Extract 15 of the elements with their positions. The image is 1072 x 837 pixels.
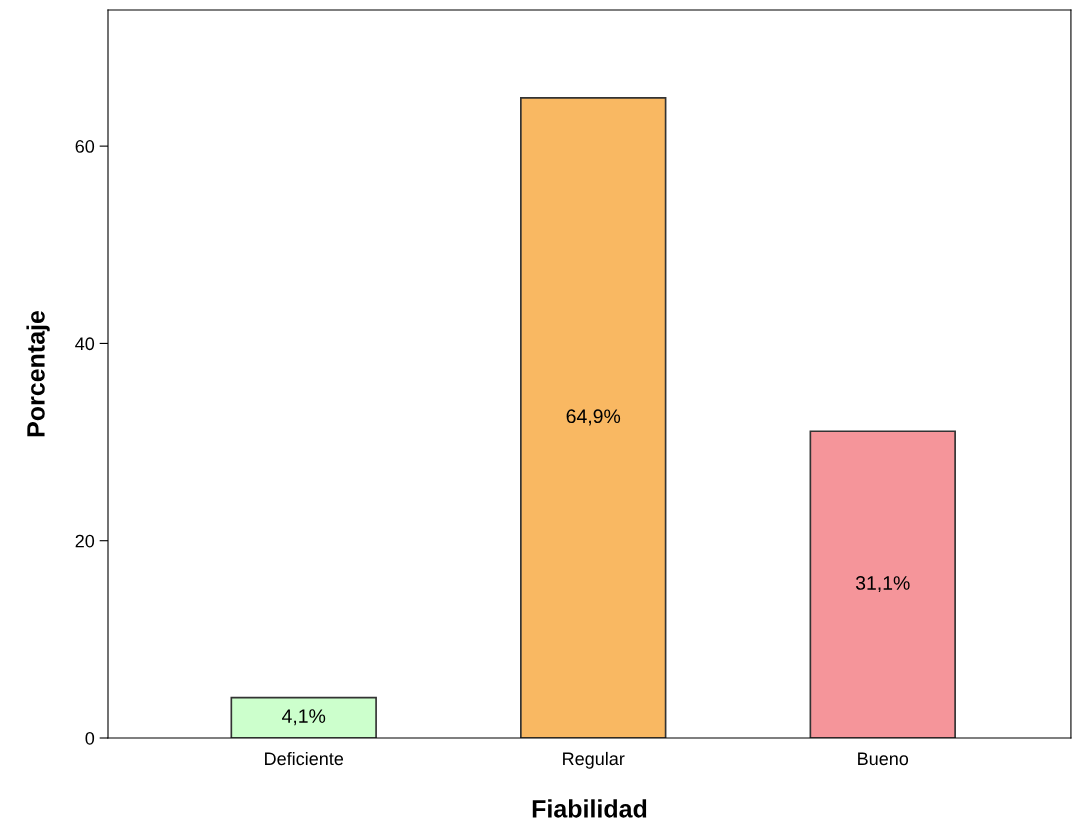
bar: [230, 696, 377, 738]
y-tick-label: 60: [75, 140, 95, 153]
y-axis-title: Porcentaje: [26, 310, 50, 437]
data-label: 4,1%: [282, 709, 326, 726]
bar: [809, 430, 956, 738]
data-label: 31,1%: [855, 576, 910, 593]
x-tick-label: Regular: [563, 751, 625, 769]
x-tick-label: Deficiente: [265, 751, 344, 766]
data-label: 64,9%: [566, 409, 621, 426]
bar: [520, 96, 667, 738]
y-tick-label: 0: [85, 731, 95, 745]
x-axis-title: Fiabilidad: [532, 799, 647, 818]
y-tick-label: 40: [75, 337, 95, 351]
y-tick-label: 20: [75, 534, 95, 548]
x-tick-label: Bueno: [858, 752, 909, 766]
